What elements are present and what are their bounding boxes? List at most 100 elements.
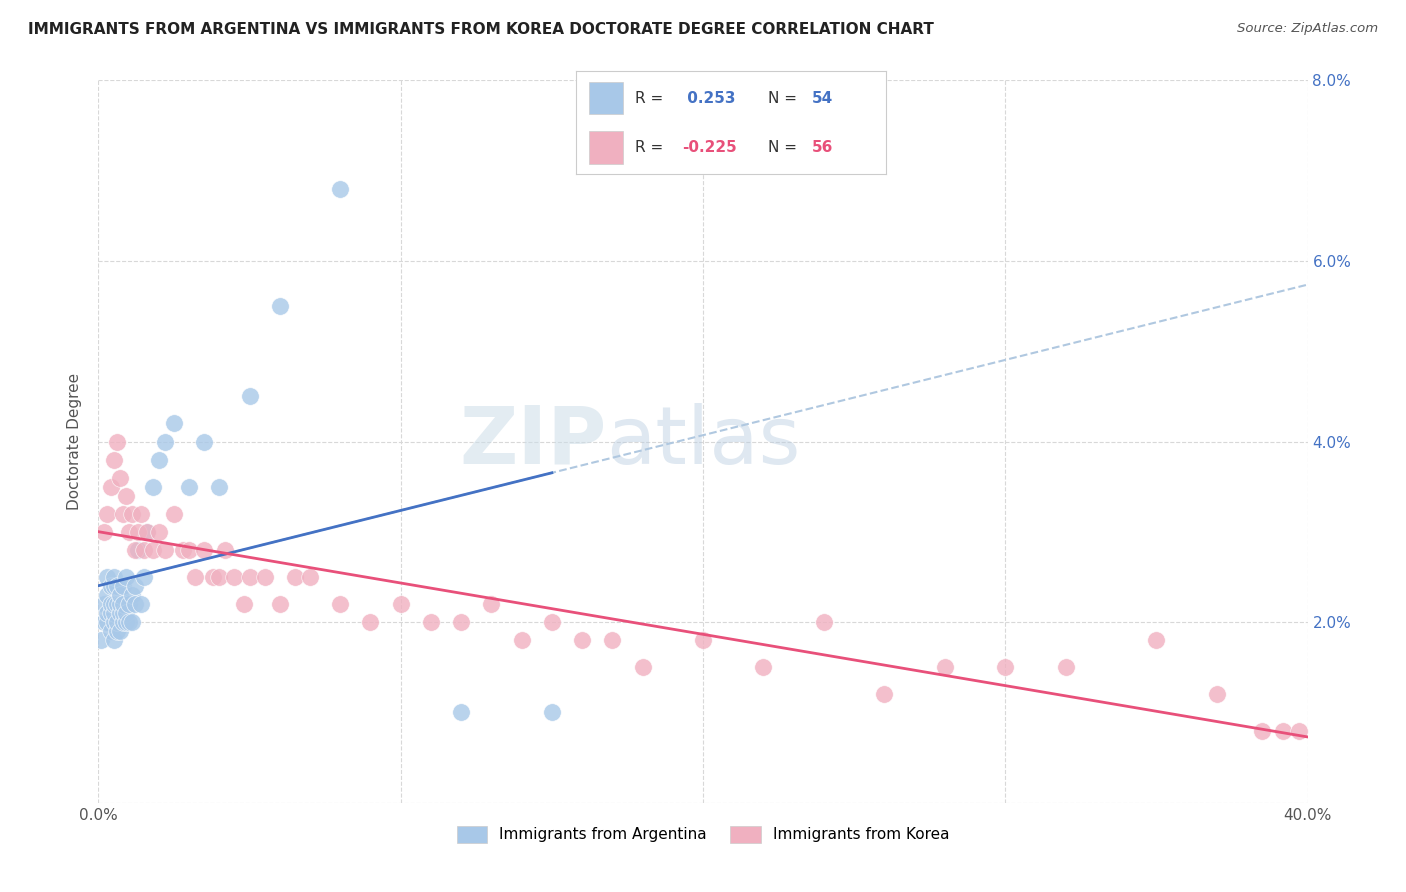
Point <box>148 524 170 539</box>
Point <box>118 615 141 630</box>
Point <box>1206 687 1229 701</box>
Point <box>114 615 136 630</box>
Point <box>994 660 1017 674</box>
Point <box>96 615 118 630</box>
Point <box>100 624 122 639</box>
Point <box>111 507 134 521</box>
Point <box>103 597 125 611</box>
Point <box>360 615 382 630</box>
Text: R =: R = <box>636 140 668 155</box>
Point <box>105 615 128 630</box>
Point <box>163 417 186 431</box>
Point <box>135 524 157 539</box>
Point <box>93 615 115 630</box>
Point <box>172 542 194 557</box>
Point <box>111 615 134 630</box>
Point <box>179 542 201 557</box>
Point <box>108 624 131 639</box>
Y-axis label: Doctorate Degree: Doctorate Degree <box>67 373 83 510</box>
Point <box>1272 723 1295 738</box>
Point <box>108 606 131 620</box>
Point <box>153 434 176 449</box>
Point <box>420 615 443 630</box>
Point <box>329 181 352 195</box>
Point <box>96 588 118 602</box>
Text: ZIP: ZIP <box>458 402 606 481</box>
Text: N =: N = <box>768 140 801 155</box>
Point <box>934 660 956 674</box>
Point <box>114 489 136 503</box>
Point <box>118 524 141 539</box>
Point <box>111 597 134 611</box>
Point <box>299 570 322 584</box>
Point <box>692 633 714 648</box>
Point <box>510 633 533 648</box>
Point <box>132 570 155 584</box>
Point <box>540 706 562 720</box>
Text: 54: 54 <box>811 90 832 105</box>
Point <box>135 524 157 539</box>
Point <box>873 687 896 701</box>
Point <box>121 507 143 521</box>
Point <box>108 588 131 602</box>
Text: -0.225: -0.225 <box>682 140 737 155</box>
Point <box>90 633 112 648</box>
Point <box>93 597 115 611</box>
Point <box>208 570 231 584</box>
Point <box>105 624 128 639</box>
Point <box>108 471 131 485</box>
Text: R =: R = <box>636 90 668 105</box>
Point <box>132 542 155 557</box>
Point <box>93 524 115 539</box>
Point <box>253 570 276 584</box>
Legend: Immigrants from Argentina, Immigrants from Korea: Immigrants from Argentina, Immigrants fr… <box>450 820 956 849</box>
Point <box>1288 723 1310 738</box>
Point <box>127 542 149 557</box>
Point <box>124 579 146 593</box>
Point <box>813 615 835 630</box>
Point <box>148 452 170 467</box>
Point <box>103 633 125 648</box>
Point <box>142 480 165 494</box>
Point <box>1251 723 1274 738</box>
Point <box>105 434 128 449</box>
Point <box>269 597 291 611</box>
Point <box>284 570 307 584</box>
Point <box>96 606 118 620</box>
Point <box>100 597 122 611</box>
Point <box>214 542 236 557</box>
Point <box>105 597 128 611</box>
Point <box>118 597 141 611</box>
Text: atlas: atlas <box>606 402 800 481</box>
Point <box>114 606 136 620</box>
Point <box>124 542 146 557</box>
Point <box>103 570 125 584</box>
Point <box>202 570 225 584</box>
Point <box>208 480 231 494</box>
Point <box>114 570 136 584</box>
Point <box>481 597 503 611</box>
Text: IMMIGRANTS FROM ARGENTINA VS IMMIGRANTS FROM KOREA DOCTORATE DEGREE CORRELATION : IMMIGRANTS FROM ARGENTINA VS IMMIGRANTS … <box>28 22 934 37</box>
Point <box>100 606 122 620</box>
Point <box>184 570 207 584</box>
Point <box>103 615 125 630</box>
Point <box>121 588 143 602</box>
Point <box>103 452 125 467</box>
Point <box>105 579 128 593</box>
Point <box>100 579 122 593</box>
Point <box>193 434 215 449</box>
Point <box>153 542 176 557</box>
Point <box>389 597 412 611</box>
Point <box>124 597 146 611</box>
Point <box>329 597 352 611</box>
Text: N =: N = <box>768 90 801 105</box>
Point <box>121 615 143 630</box>
Point <box>1054 660 1077 674</box>
Text: 56: 56 <box>811 140 832 155</box>
Point <box>129 507 152 521</box>
Text: 0.253: 0.253 <box>682 90 735 105</box>
FancyBboxPatch shape <box>589 82 623 114</box>
Point <box>127 524 149 539</box>
FancyBboxPatch shape <box>589 131 623 163</box>
Point <box>142 542 165 557</box>
